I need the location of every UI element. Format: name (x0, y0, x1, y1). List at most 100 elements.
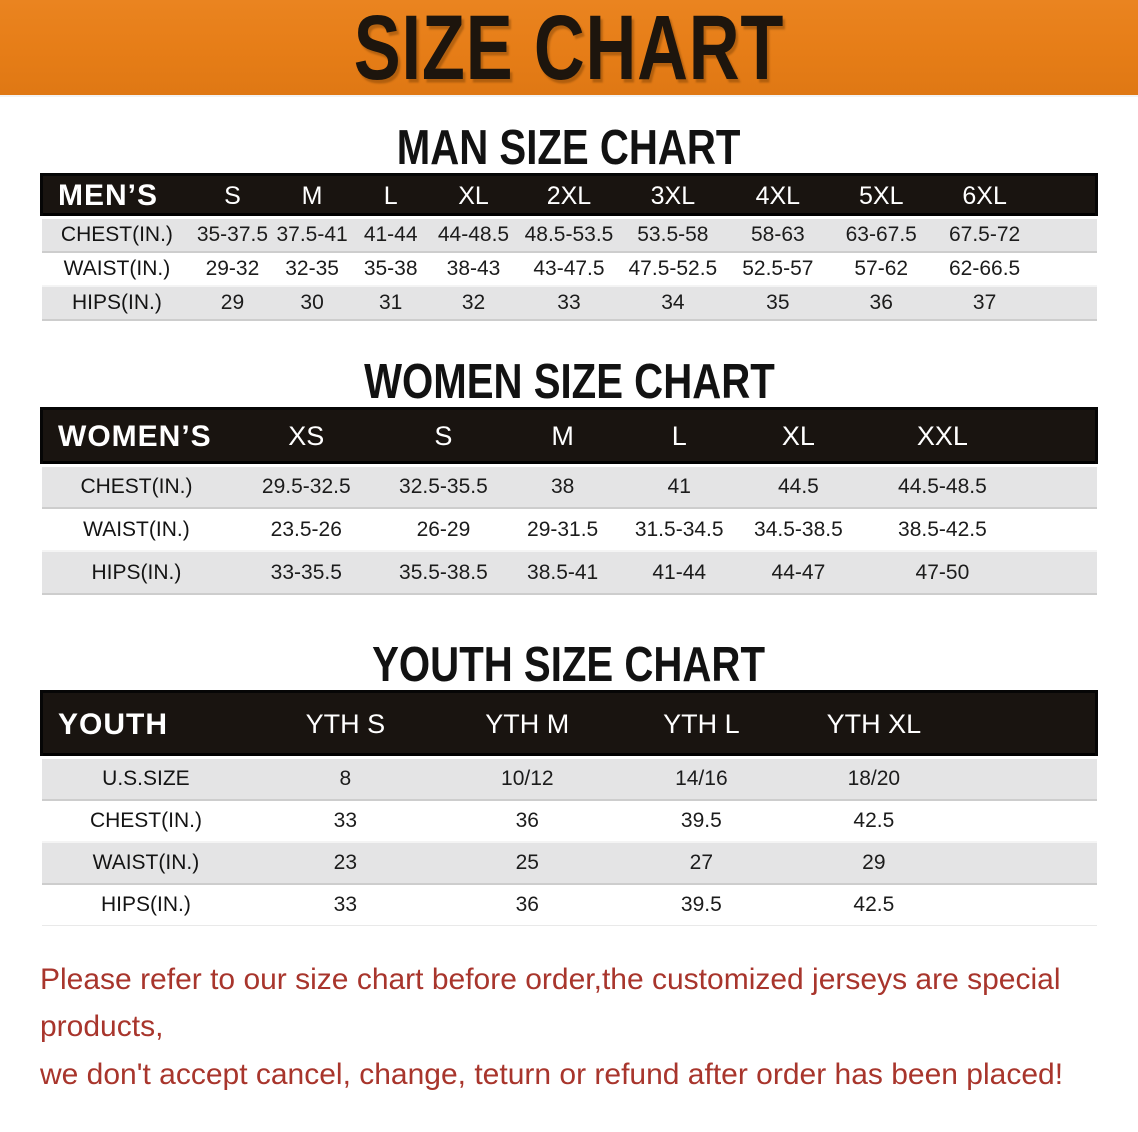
size-value-cell: 36 (440, 883, 615, 926)
mens-col-3xl: 3XL (620, 173, 726, 219)
size-value-cell: 29 (192, 284, 273, 321)
size-value-cell: 36 (830, 284, 932, 321)
size-value-cell: 33 (517, 284, 621, 321)
spacer-cell (959, 883, 1097, 926)
spacer-cell (1026, 464, 1097, 509)
size-value-cell: 32.5-35.5 (381, 464, 506, 509)
mens-hips-row: HIPS(IN.) 29 30 31 32 33 34 35 36 37 (41, 284, 1097, 321)
women-section-heading-text: WOMEN SIZE CHART (363, 354, 775, 409)
youth-ussize-row: U.S.SIZE 8 10/12 14/16 18/20 (41, 756, 1097, 801)
youth-col-m: YTH M (440, 690, 615, 759)
size-value-cell: 62-66.5 (931, 251, 1038, 286)
row-label: CHEST(IN.) (41, 216, 193, 253)
size-value-cell: 36 (440, 799, 615, 842)
size-value-cell: 34 (620, 284, 726, 321)
row-label: WAIST(IN.) (41, 251, 193, 286)
youth-col-xl: YTH XL (788, 690, 960, 759)
banner-title: SIZE CHART (353, 0, 785, 99)
womens-table-title: WOMEN’S (40, 406, 232, 467)
mens-waist-row: WAIST(IN.) 29-32 32-35 35-38 38-43 43-47… (41, 251, 1097, 286)
womens-col-xxl: XXL (858, 406, 1027, 467)
size-value-cell: 39.5 (614, 799, 789, 842)
disclaimer: Please refer to our size chart before or… (40, 956, 1100, 1098)
size-value-cell: 29-32 (192, 251, 273, 286)
mens-col-4xl: 4XL (725, 173, 831, 219)
size-value-cell: 14/16 (614, 756, 789, 801)
size-value-cell: 26-29 (381, 508, 506, 552)
womens-col-xl: XL (738, 406, 859, 467)
size-value-cell: 44-47 (738, 550, 859, 595)
mens-chest-row: CHEST(IN.) 35-37.5 37.5-41 41-44 44-48.5… (41, 216, 1097, 253)
size-value-cell: 63-67.5 (830, 216, 932, 253)
size-value-cell: 42.5 (788, 883, 960, 926)
size-value-cell: 47-50 (858, 550, 1027, 595)
spacer-cell (1026, 508, 1097, 552)
youth-header-row: YOUTH YTH S YTH M YTH L YTH XL (40, 690, 1099, 759)
size-value-cell: 44.5 (738, 464, 859, 509)
size-value-cell: 44-48.5 (429, 216, 518, 253)
spacer-cell (959, 690, 1099, 759)
man-section-heading-text: MAN SIZE CHART (397, 121, 741, 175)
size-value-cell: 33-35.5 (231, 550, 382, 595)
womens-col-s: S (381, 406, 506, 467)
row-label: HIPS(IN.) (41, 284, 193, 321)
youth-table-title: YOUTH (40, 690, 251, 759)
row-label: HIPS(IN.) (41, 550, 232, 595)
size-value-cell: 35 (725, 284, 831, 321)
size-value-cell: 33 (250, 883, 441, 926)
size-value-cell: 32-35 (272, 251, 352, 286)
youth-section-heading: YOUTH SIZE CHART (0, 641, 1138, 690)
size-value-cell: 41-44 (619, 550, 739, 595)
mens-col-xl: XL (429, 173, 518, 219)
womens-waist-row: WAIST(IN.) 23.5-26 26-29 29-31.5 31.5-34… (41, 508, 1097, 552)
spacer-cell (959, 799, 1097, 842)
mens-col-2xl: 2XL (517, 173, 621, 219)
size-value-cell: 32 (429, 284, 518, 321)
size-value-cell: 27 (614, 840, 789, 885)
youth-section-heading-text: YOUTH SIZE CHART (372, 638, 766, 692)
womens-col-l: L (619, 406, 739, 467)
womens-header-row: WOMEN’S XS S M L XL XXL (40, 406, 1098, 467)
size-value-cell: 41 (619, 464, 739, 509)
youth-col-l: YTH L (614, 690, 789, 759)
youth-hips-row: HIPS(IN.) 33 36 39.5 42.5 (41, 883, 1097, 926)
size-value-cell: 35.5-38.5 (381, 550, 506, 595)
size-value-cell: 18/20 (788, 756, 960, 801)
size-value-cell: 29 (788, 840, 960, 885)
size-value-cell: 41-44 (351, 216, 430, 253)
size-value-cell: 39.5 (614, 883, 789, 926)
spacer-cell (1026, 550, 1097, 595)
size-value-cell: 29-31.5 (505, 508, 620, 552)
spacer-cell (1037, 173, 1099, 219)
size-value-cell: 42.5 (788, 799, 960, 842)
mens-size-table: MEN’S S M L XL 2XL 3XL 4XL 5XL 6XL CHEST… (40, 173, 1099, 321)
row-label: U.S.SIZE (41, 756, 251, 801)
size-value-cell: 29.5-32.5 (231, 464, 382, 509)
mens-col-6xl: 6XL (931, 173, 1038, 219)
youth-col-s: YTH S (250, 690, 441, 759)
mens-col-5xl: 5XL (830, 173, 932, 219)
size-value-cell: 47.5-52.5 (620, 251, 726, 286)
row-label: CHEST(IN.) (41, 799, 251, 842)
youth-size-table: YOUTH YTH S YTH M YTH L YTH XL U.S.SIZE … (40, 690, 1099, 926)
mens-col-m: M (272, 173, 352, 219)
disclaimer-line-2: we don't accept cancel, change, teturn o… (40, 1057, 1064, 1091)
size-value-cell: 38.5-41 (505, 550, 620, 595)
size-value-cell: 37.5-41 (272, 216, 352, 253)
size-value-cell: 53.5-58 (620, 216, 726, 253)
womens-col-xs: XS (231, 406, 382, 467)
row-label: WAIST(IN.) (41, 840, 251, 885)
size-value-cell: 25 (440, 840, 615, 885)
size-value-cell: 33 (250, 799, 441, 842)
size-value-cell: 8 (250, 756, 441, 801)
womens-hips-row: HIPS(IN.) 33-35.5 35.5-38.5 38.5-41 41-4… (41, 550, 1097, 595)
size-value-cell: 58-63 (725, 216, 831, 253)
size-value-cell: 48.5-53.5 (517, 216, 621, 253)
size-value-cell: 38.5-42.5 (858, 508, 1027, 552)
size-value-cell: 10/12 (440, 756, 615, 801)
mens-col-l: L (351, 173, 430, 219)
size-value-cell: 23.5-26 (231, 508, 382, 552)
youth-waist-row: WAIST(IN.) 23 25 27 29 (41, 840, 1097, 885)
mens-header-row: MEN’S S M L XL 2XL 3XL 4XL 5XL 6XL (40, 173, 1099, 219)
spacer-cell (1037, 251, 1097, 286)
